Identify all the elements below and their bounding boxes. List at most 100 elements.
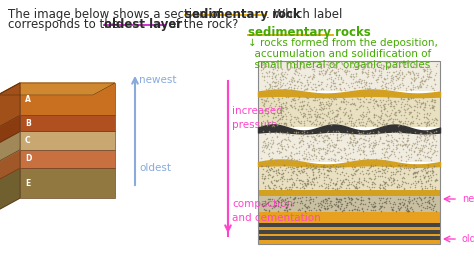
Point (399, 203, 407, 207)
Point (395, 62, 402, 66)
Point (373, 102, 381, 107)
Point (382, 84, 390, 89)
Point (333, 129, 340, 133)
Point (283, 154, 290, 159)
Point (356, 171, 364, 175)
Point (379, 98, 387, 103)
Point (416, 132, 424, 136)
Point (269, 79, 277, 83)
Point (296, 66, 304, 70)
Point (387, 163, 394, 167)
Point (344, 68, 351, 72)
Point (378, 167, 385, 171)
Point (302, 163, 310, 167)
Point (280, 137, 287, 142)
Point (403, 209, 411, 213)
Point (316, 97, 323, 101)
Point (401, 119, 409, 123)
Point (337, 88, 345, 92)
Point (319, 116, 327, 120)
Point (341, 88, 348, 92)
Point (283, 185, 290, 189)
Point (363, 75, 371, 80)
Point (417, 197, 425, 201)
Point (324, 157, 332, 161)
Point (317, 107, 324, 112)
Point (351, 138, 358, 143)
Point (384, 60, 392, 64)
Point (428, 103, 436, 107)
Point (426, 103, 433, 107)
Point (384, 66, 392, 70)
Point (325, 76, 333, 81)
Point (365, 72, 372, 76)
Point (314, 112, 322, 116)
Point (350, 122, 357, 127)
Point (269, 71, 277, 76)
Point (298, 100, 306, 104)
Point (292, 64, 300, 69)
Point (410, 108, 418, 113)
Point (368, 169, 376, 174)
Point (305, 82, 312, 86)
Point (376, 182, 383, 186)
Point (350, 86, 358, 91)
Point (324, 103, 332, 107)
Text: newest: newest (462, 194, 474, 204)
Point (304, 180, 311, 185)
Point (391, 152, 398, 156)
Point (359, 132, 366, 136)
Point (305, 144, 312, 149)
Point (307, 197, 315, 201)
Point (407, 166, 414, 171)
Point (366, 85, 374, 90)
Point (325, 72, 333, 76)
Point (357, 142, 365, 146)
Point (313, 141, 321, 146)
Point (395, 130, 403, 135)
Point (377, 105, 384, 109)
Point (292, 130, 300, 134)
Point (260, 150, 267, 154)
Point (337, 197, 344, 201)
Point (318, 123, 325, 127)
Point (376, 135, 384, 139)
Point (290, 86, 298, 90)
Point (275, 104, 283, 109)
Point (328, 96, 335, 101)
Point (321, 71, 329, 75)
Point (346, 115, 354, 119)
Point (266, 141, 273, 145)
Point (425, 142, 433, 146)
Point (278, 66, 286, 71)
Point (386, 64, 393, 68)
Point (273, 83, 281, 87)
Point (284, 68, 292, 72)
Point (384, 102, 392, 106)
Point (258, 70, 265, 75)
Point (276, 76, 284, 81)
Point (410, 75, 418, 80)
Point (380, 122, 388, 126)
Point (398, 78, 406, 82)
Point (424, 72, 431, 76)
Point (432, 178, 439, 183)
Point (309, 171, 317, 176)
Point (411, 61, 419, 66)
Point (389, 77, 397, 81)
Point (338, 119, 346, 123)
Point (292, 185, 300, 189)
Point (307, 182, 315, 186)
Point (271, 178, 278, 182)
Point (321, 72, 329, 76)
Point (381, 106, 388, 111)
Point (265, 69, 273, 73)
Point (417, 198, 424, 202)
Point (351, 207, 358, 211)
Point (346, 180, 353, 184)
Point (419, 187, 426, 191)
Point (271, 74, 278, 78)
Point (354, 197, 362, 201)
Point (415, 86, 422, 90)
Point (264, 144, 271, 148)
